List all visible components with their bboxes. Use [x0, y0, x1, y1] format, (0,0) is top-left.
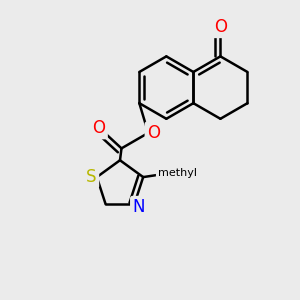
Text: N: N	[133, 198, 145, 216]
Text: methyl: methyl	[158, 168, 196, 178]
Text: O: O	[92, 119, 105, 137]
Text: O: O	[214, 18, 227, 36]
Text: S: S	[86, 168, 97, 186]
Text: O: O	[147, 124, 160, 142]
